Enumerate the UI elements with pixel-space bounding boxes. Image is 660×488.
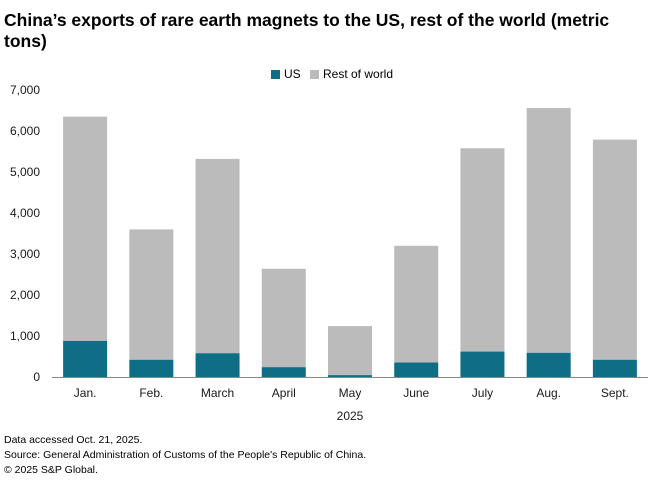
- x-tick-label: Feb.: [139, 386, 163, 400]
- bar-rest-of-world: [526, 108, 571, 353]
- bar-us: [592, 359, 637, 377]
- x-tick-label: July: [472, 386, 493, 400]
- bar-us: [261, 367, 306, 377]
- bar-rest-of-world: [63, 116, 108, 341]
- legend-swatch-rest: [310, 69, 319, 79]
- bar-us: [526, 352, 571, 377]
- y-tick-label: 3,000: [10, 247, 40, 261]
- bar-us: [328, 375, 372, 377]
- x-axis-ticks: Jan. Feb. March April May June July Aug. Sept.: [74, 386, 629, 400]
- chart-title: China’s exports of rare earth magnets to…: [4, 10, 610, 51]
- bar-rest-of-world: [129, 229, 174, 360]
- x-tick-label: June: [403, 386, 429, 400]
- x-tick-label: Jan.: [74, 386, 97, 400]
- legend-item-rest: Rest of world: [310, 66, 393, 82]
- y-axis-ticks: 0 1,000 2,000 3,000 4,000 5,000 6,000 7,000: [10, 83, 40, 384]
- y-tick-label: 1,000: [10, 329, 40, 343]
- bar-us: [63, 340, 108, 377]
- x-tick-label: Sept.: [601, 386, 629, 400]
- chart-legend: US Rest of world: [0, 66, 660, 82]
- y-tick-label: 0: [33, 370, 40, 384]
- y-tick-label: 4,000: [10, 206, 40, 220]
- footer-source: Source: General Administration of Custom…: [4, 449, 367, 461]
- y-tick-label: 6,000: [10, 124, 40, 138]
- y-tick-label: 5,000: [10, 165, 40, 179]
- bar-rest-of-world: [592, 139, 637, 360]
- legend-swatch-us: [271, 69, 280, 79]
- y-tick-label: 2,000: [10, 288, 40, 302]
- stacked-bar-chart: 0 1,000 2,000 3,000 4,000 5,000 6,000 7,000 Jan…: [10, 83, 648, 423]
- bar-us: [195, 353, 240, 377]
- bar-us: [394, 362, 439, 377]
- x-tick-label: March: [201, 386, 234, 400]
- bar-rest-of-world: [328, 326, 372, 376]
- bar-rest-of-world: [460, 148, 505, 352]
- x-tick-label: April: [272, 386, 296, 400]
- x-tick-label: May: [339, 386, 362, 400]
- x-tick-label: Aug.: [536, 386, 561, 400]
- legend-label-us: US: [284, 67, 301, 81]
- footer-data-accessed: Data accessed Oct. 21, 2025.: [4, 434, 143, 446]
- chart-footer: Data accessed Oct. 21, 2025. Source: Gen…: [4, 433, 366, 478]
- bar-us: [460, 351, 505, 377]
- bar-group: [63, 108, 637, 377]
- bar-rest-of-world: [261, 268, 306, 368]
- bar-rest-of-world: [394, 245, 439, 363]
- y-tick-label: 7,000: [10, 83, 40, 97]
- legend-item-us: US: [271, 66, 301, 82]
- legend-label-rest: Rest of world: [323, 67, 394, 81]
- bar-rest-of-world: [195, 158, 240, 354]
- x-axis-title: 2025: [337, 409, 364, 423]
- footer-copyright: © 2025 S&P Global.: [4, 464, 98, 476]
- bar-us: [129, 359, 174, 377]
